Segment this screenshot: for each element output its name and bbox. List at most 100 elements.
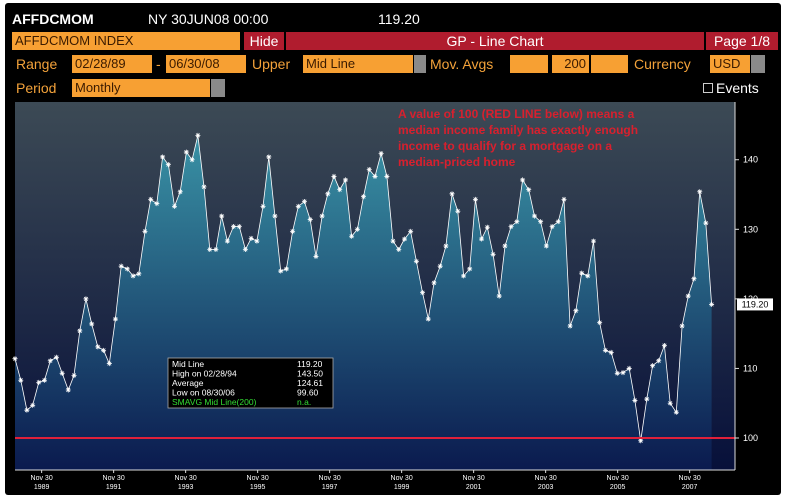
marker (632, 397, 638, 403)
marker (112, 316, 118, 322)
marker (626, 365, 632, 371)
page[interactable]: Page 1/8 (706, 32, 778, 50)
stats-label: Low on 08/30/06 (172, 388, 235, 398)
marker (638, 438, 644, 444)
marker (579, 270, 585, 276)
x-tick-label: Nov 30 (319, 475, 341, 482)
marker (160, 154, 166, 160)
marker (18, 377, 24, 383)
annotation: A value of 100 (RED LINE below) means a (398, 107, 635, 121)
x-tick-label: Nov 30 (535, 475, 557, 482)
marker (36, 379, 42, 385)
marker (614, 370, 620, 376)
x-tick-label: 1989 (34, 484, 50, 491)
stats-label: Mid Line (172, 359, 204, 369)
hide-button[interactable]: Hide (244, 32, 284, 50)
marker (242, 246, 248, 252)
marker (496, 293, 502, 299)
x-tick-label: 1995 (250, 484, 266, 491)
marker (278, 268, 284, 274)
function-bar: GP - Line Chart (286, 32, 704, 50)
marker (526, 187, 532, 193)
y-tick-label: 130 (743, 224, 758, 234)
marker (437, 263, 443, 269)
marker (30, 402, 36, 408)
marker (531, 213, 537, 219)
time: NY 30JUN08 00:00 (148, 11, 269, 27)
marker (165, 162, 171, 168)
marker (313, 253, 319, 259)
mov-avg[interactable]: 200 (552, 55, 589, 73)
dropdown[interactable] (414, 55, 426, 73)
currency-label: Currency (634, 56, 691, 72)
marker (65, 387, 71, 393)
marker (89, 321, 95, 327)
end-date[interactable]: 06/30/08 (166, 55, 246, 73)
start-date[interactable]: 02/28/89 (72, 55, 152, 73)
marker (673, 409, 679, 415)
marker (472, 196, 478, 202)
marker (420, 290, 426, 296)
marker (331, 173, 337, 179)
upper[interactable]: Mid Line (303, 55, 413, 73)
marker (219, 213, 225, 219)
marker (118, 263, 124, 269)
mov-avg-box[interactable] (510, 55, 548, 73)
stats-value: 143.50 (297, 369, 323, 379)
stats-value: 119.20 (297, 359, 323, 369)
checkbox[interactable] (703, 83, 713, 93)
marker (124, 266, 130, 272)
dropdown[interactable] (211, 79, 225, 97)
marker (431, 280, 437, 286)
marker (543, 243, 549, 249)
x-tick-label: Nov 30 (175, 475, 197, 482)
events[interactable]: Events (716, 80, 759, 96)
marker (283, 266, 289, 272)
security[interactable]: AFFDCMOM INDEX (12, 32, 240, 50)
marker (461, 273, 467, 279)
marker (366, 166, 372, 172)
marker (555, 219, 561, 225)
marker (390, 238, 396, 244)
mov-avg-box[interactable] (591, 55, 628, 73)
x-tick-label: 1999 (394, 484, 410, 491)
marker (171, 203, 177, 209)
marker (59, 370, 65, 376)
marker (549, 224, 555, 230)
marker (290, 228, 296, 234)
stats-label: SMAVG Mid Line(200) (172, 397, 257, 407)
dropdown[interactable] (751, 55, 765, 73)
stats-box (167, 357, 334, 409)
dash: - (156, 56, 161, 72)
stats-value: n.a. (297, 397, 311, 407)
marker (295, 203, 301, 209)
marker (12, 356, 18, 362)
x-tick-label: 1991 (106, 484, 122, 491)
range-label: Range (16, 56, 58, 72)
marker (142, 228, 148, 234)
marker (490, 251, 496, 257)
period[interactable]: Monthly (72, 79, 210, 97)
x-tick-label: 1993 (178, 484, 194, 491)
marker (183, 149, 189, 155)
marker (95, 344, 101, 350)
y-tick-label: 110 (743, 363, 757, 373)
marker (520, 177, 526, 183)
y-tick-label: 140 (743, 155, 758, 165)
last-value-label: 119.20 (742, 299, 769, 309)
marker (703, 220, 709, 226)
currency[interactable]: USD (710, 55, 750, 73)
marker (260, 203, 266, 209)
marker (573, 308, 579, 314)
marker (597, 320, 603, 326)
period-label: Period (16, 80, 57, 96)
marker (413, 258, 419, 264)
marker (101, 347, 107, 353)
marker (561, 196, 567, 202)
marker (620, 370, 626, 376)
marker (449, 191, 455, 197)
marker (408, 228, 414, 234)
marker (679, 323, 685, 329)
